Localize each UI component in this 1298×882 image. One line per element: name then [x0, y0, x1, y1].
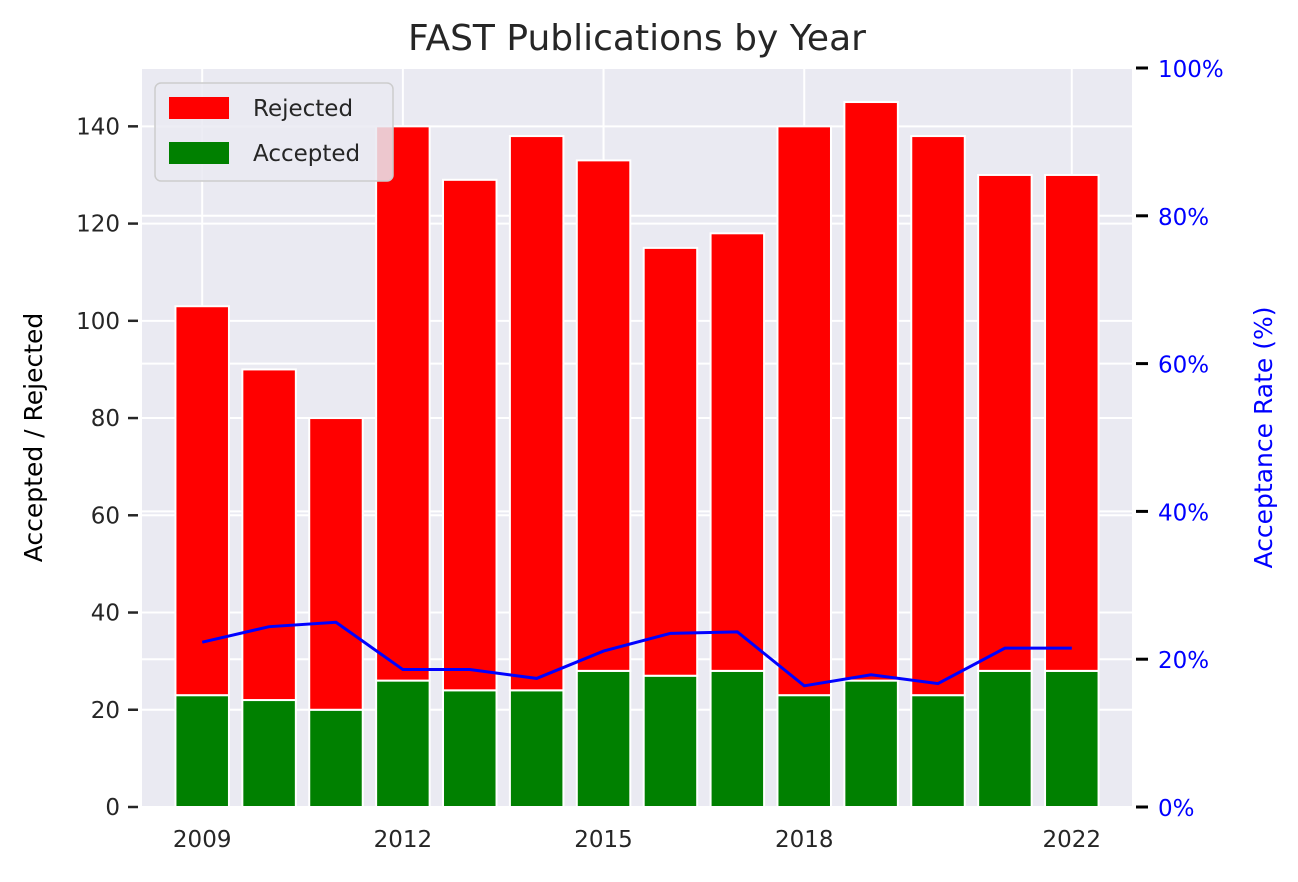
- bar-accepted-2011: [308, 708, 364, 809]
- y-axis-label: Accepted / Rejected: [19, 313, 48, 563]
- bar-rejected-2010: [241, 368, 297, 702]
- y2-tick-label: 0%: [1158, 796, 1195, 822]
- y-tick-label: 80: [91, 406, 120, 432]
- bar-rejected-2012: [375, 125, 431, 682]
- legend-swatch-accepted: [169, 142, 229, 164]
- bar-accepted-2017: [709, 669, 766, 808]
- bar-accepted-2021: [977, 669, 1033, 808]
- y-tick-label: 140: [76, 114, 120, 140]
- x-tick-label: 2015: [574, 827, 633, 853]
- chart-title: FAST Publications by Year: [408, 18, 866, 59]
- legend-swatch-rejected: [169, 97, 229, 119]
- bar-rejected-2017: [709, 232, 766, 672]
- bar-rejected-2018: [776, 125, 832, 697]
- plot-background: [142, 68, 1132, 807]
- y2-tick-label: 20%: [1158, 648, 1209, 674]
- y-tick-label: 120: [76, 212, 120, 238]
- y-tick-label: 60: [91, 503, 120, 529]
- acceptance-rate-line: [201, 620, 1072, 688]
- y2-tick-label: 80%: [1158, 205, 1209, 231]
- y2-tick-label: 60%: [1158, 353, 1209, 379]
- bar-accepted-2022: [1044, 669, 1100, 808]
- y-tick-label: 40: [91, 601, 120, 627]
- bar-accepted-2015: [575, 669, 632, 808]
- y-tick-label: 20: [91, 698, 120, 724]
- bar-rejected-2021: [977, 173, 1033, 672]
- bar-accepted-2010: [241, 699, 297, 809]
- x-tick-label: 2012: [374, 827, 433, 853]
- legend-label-rejected: Rejected: [253, 96, 353, 122]
- axes: 0 20 40 60 80 100 120 140 2009 2012 2015 2018 2022 0%…: [76, 57, 1224, 853]
- bar-accepted-2018: [776, 694, 832, 808]
- bar-accepted-2014: [508, 689, 565, 809]
- y2-tick-label: 40%: [1158, 500, 1209, 526]
- bar-rejected-2019: [843, 101, 899, 682]
- bar-accepted-2020: [910, 694, 966, 808]
- y2-axis-label: Acceptance Rate (%): [1249, 307, 1278, 569]
- bar-rejected-2014: [508, 135, 565, 692]
- bar-rejected-2020: [910, 135, 966, 697]
- y-tick-label: 100: [76, 309, 120, 335]
- bar-rejected-2022: [1044, 173, 1100, 672]
- x-tick-label: 2009: [173, 827, 232, 853]
- y-tick-label: 0: [105, 795, 120, 821]
- bar-accepted-2019: [843, 679, 899, 808]
- legend-label-accepted: Accepted: [253, 141, 360, 167]
- bar-accepted-2009: [174, 694, 230, 808]
- bar-rejected-2016: [642, 246, 699, 677]
- bar-accepted-2016: [642, 674, 699, 809]
- bar-accepted-2012: [375, 679, 431, 808]
- x-tick-label: 2022: [1043, 827, 1102, 853]
- bar-rejected-2011: [308, 417, 364, 711]
- x-tick-label: 2018: [775, 827, 834, 853]
- bar-rejected-2013: [442, 178, 498, 692]
- acceptance-rate-line-group: [201, 620, 1072, 688]
- bar-accepted-2013: [442, 689, 498, 809]
- bars: [174, 101, 1100, 809]
- y2-tick-label: 100%: [1158, 57, 1224, 83]
- bar-rejected-2015: [575, 159, 632, 672]
- legend: Rejected Accepted: [154, 82, 394, 182]
- bar-rejected-2009: [174, 305, 230, 697]
